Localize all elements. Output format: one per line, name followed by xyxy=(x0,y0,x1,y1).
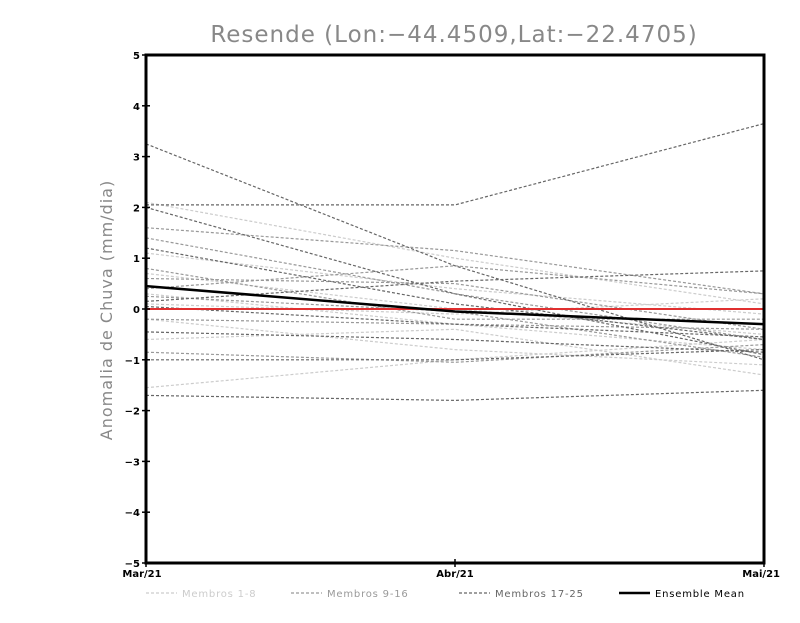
legend-label: Membros 1-8 xyxy=(182,589,256,600)
y-axis-label: Anomalia de Chuva (mm/dia) xyxy=(97,180,116,440)
series-line-m21 xyxy=(145,270,765,302)
series-line-m15 xyxy=(145,277,765,330)
series-line-m20 xyxy=(145,247,765,341)
y-tick-label: 5 xyxy=(133,51,140,62)
x-tick-label: Mar/21 xyxy=(122,569,161,580)
series-layer xyxy=(145,123,765,402)
series-line-m9 xyxy=(145,227,765,295)
series-line-m23 xyxy=(146,349,765,361)
series-line-m7 xyxy=(145,252,765,315)
y-tick-label: −5 xyxy=(125,559,140,570)
y-tick-label: 0 xyxy=(133,305,140,316)
y-tick-label: −2 xyxy=(125,407,140,418)
y-tick-label: 3 xyxy=(133,153,140,164)
series-line-m22 xyxy=(145,331,765,353)
x-tick-label: Abr/21 xyxy=(436,569,473,580)
series-line-m16 xyxy=(145,295,765,358)
chart-title: Resende (Lon:−44.4509,Lat:−22.4705) xyxy=(210,22,697,48)
legend: Membros 1-8 Membros 9-16 Membros 17-25 Ense… xyxy=(146,589,745,600)
series-line-m24 xyxy=(145,389,765,402)
y-tick-label: 4 xyxy=(133,102,140,113)
series-line-m17 xyxy=(145,143,765,361)
y-tick-label: 1 xyxy=(133,254,140,265)
series-line-m8 xyxy=(145,298,765,315)
x-ticks-layer: Mar/21 Abr/21 Mai/21 xyxy=(122,559,780,580)
series-line-m6 xyxy=(145,338,765,389)
series-line-m1 xyxy=(145,201,765,305)
series-line-m3 xyxy=(145,293,765,351)
series-line-m10 xyxy=(145,265,765,295)
y-tick-label: −4 xyxy=(125,508,140,519)
series-line-m5 xyxy=(145,328,765,376)
series-line-m18 xyxy=(146,123,765,206)
ensemble-mean-layer xyxy=(145,284,765,326)
series-line-m14 xyxy=(145,344,765,363)
legend-label: Membros 17-25 xyxy=(495,589,584,600)
y-ticks-layer: 5 4 3 2 1 0 −1 −2 −3 −4 −5 xyxy=(125,51,150,570)
y-tick-label: −1 xyxy=(125,356,140,367)
x-tick-label: Mai/21 xyxy=(742,569,780,580)
y-tick-label: −3 xyxy=(125,457,140,468)
ensemble-mean-line xyxy=(145,284,765,326)
legend-label: Membros 9-16 xyxy=(327,589,409,600)
series-line-m11 xyxy=(145,237,765,341)
series-line-m19 xyxy=(145,206,765,356)
legend-label: Ensemble Mean xyxy=(655,589,745,600)
series-line-m25 xyxy=(145,305,765,338)
y-tick-label: 2 xyxy=(133,203,140,214)
